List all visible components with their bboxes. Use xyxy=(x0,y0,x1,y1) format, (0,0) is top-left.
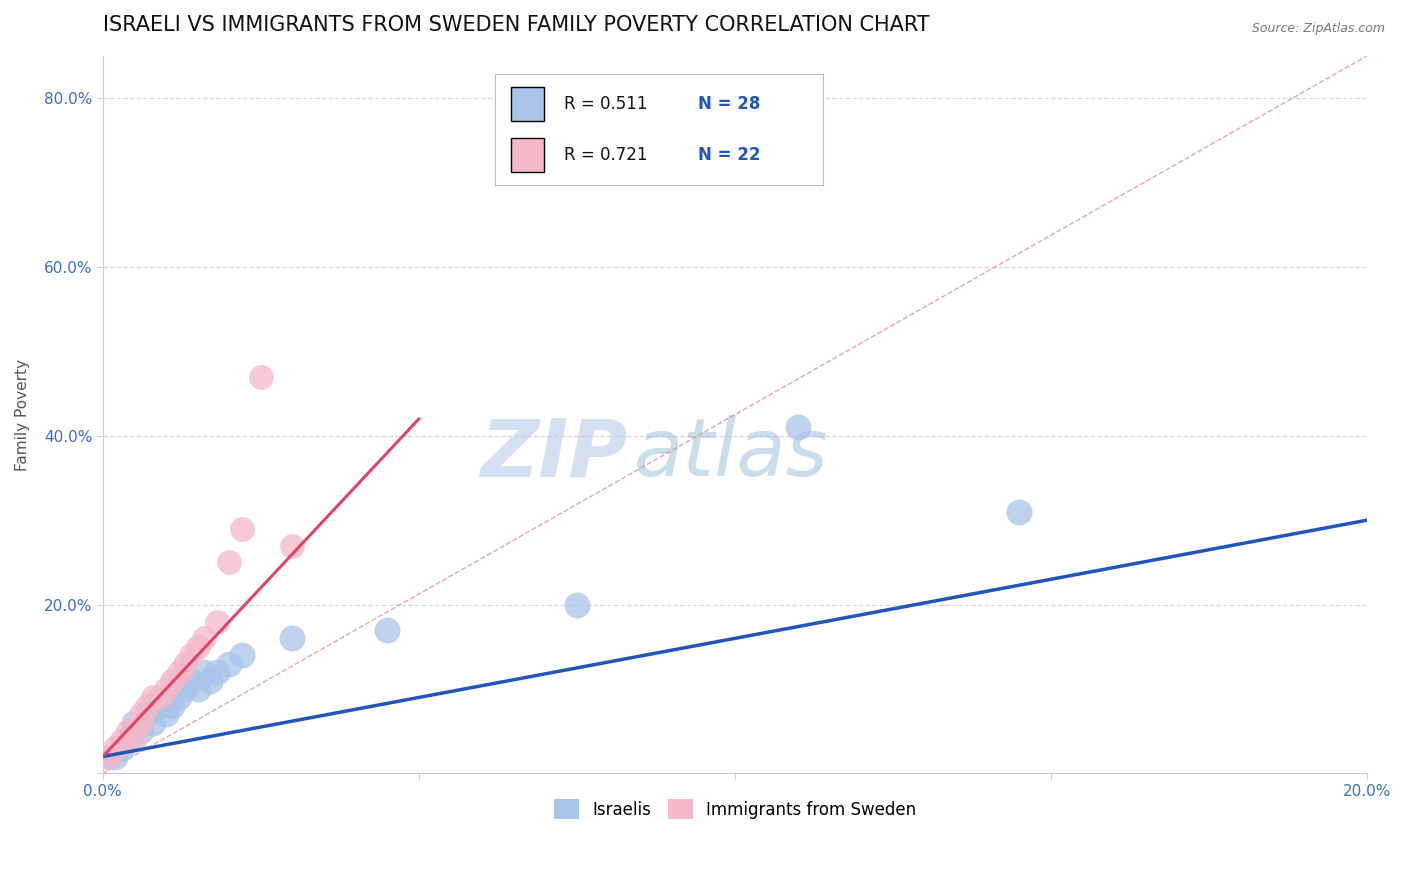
Point xyxy=(111,741,134,756)
Point xyxy=(155,681,177,696)
Point xyxy=(111,732,134,747)
Point xyxy=(187,681,209,696)
Point xyxy=(167,665,190,680)
Point xyxy=(565,598,588,612)
Point xyxy=(218,556,240,570)
Point xyxy=(155,707,177,722)
Point xyxy=(124,724,146,739)
Point xyxy=(375,623,398,637)
Text: atlas: atlas xyxy=(634,415,828,493)
Point xyxy=(787,420,810,434)
Point xyxy=(1008,505,1031,519)
Point xyxy=(167,690,190,705)
Point xyxy=(218,657,240,671)
Point xyxy=(162,698,184,713)
Point xyxy=(193,665,215,680)
Point xyxy=(129,715,152,730)
Point xyxy=(129,707,152,722)
Point xyxy=(187,640,209,654)
Point xyxy=(149,698,172,713)
Point xyxy=(98,749,121,764)
Point xyxy=(281,539,304,553)
Text: ZIP: ZIP xyxy=(479,415,627,493)
Point xyxy=(142,690,165,705)
Point xyxy=(174,657,197,671)
Text: ISRAELI VS IMMIGRANTS FROM SWEDEN FAMILY POVERTY CORRELATION CHART: ISRAELI VS IMMIGRANTS FROM SWEDEN FAMILY… xyxy=(103,15,929,35)
Point xyxy=(129,724,152,739)
Point xyxy=(104,749,127,764)
Point xyxy=(162,673,184,688)
Point xyxy=(124,715,146,730)
Point xyxy=(281,632,304,646)
Text: Source: ZipAtlas.com: Source: ZipAtlas.com xyxy=(1251,22,1385,36)
Point xyxy=(124,732,146,747)
Point xyxy=(117,724,139,739)
Point xyxy=(117,732,139,747)
Point xyxy=(136,698,159,713)
Point xyxy=(155,690,177,705)
Point xyxy=(142,698,165,713)
Point xyxy=(180,648,202,663)
Point xyxy=(104,741,127,756)
Point xyxy=(249,369,271,384)
Point xyxy=(231,522,253,536)
Point xyxy=(142,715,165,730)
Point xyxy=(98,749,121,764)
Point xyxy=(200,673,222,688)
Point xyxy=(180,673,202,688)
Point xyxy=(174,681,197,696)
Point xyxy=(205,665,228,680)
Point xyxy=(231,648,253,663)
Point xyxy=(193,632,215,646)
Point xyxy=(149,690,172,705)
Point xyxy=(136,707,159,722)
Point xyxy=(205,615,228,629)
Y-axis label: Family Poverty: Family Poverty xyxy=(15,359,30,471)
Legend: Israelis, Immigrants from Sweden: Israelis, Immigrants from Sweden xyxy=(547,792,922,826)
